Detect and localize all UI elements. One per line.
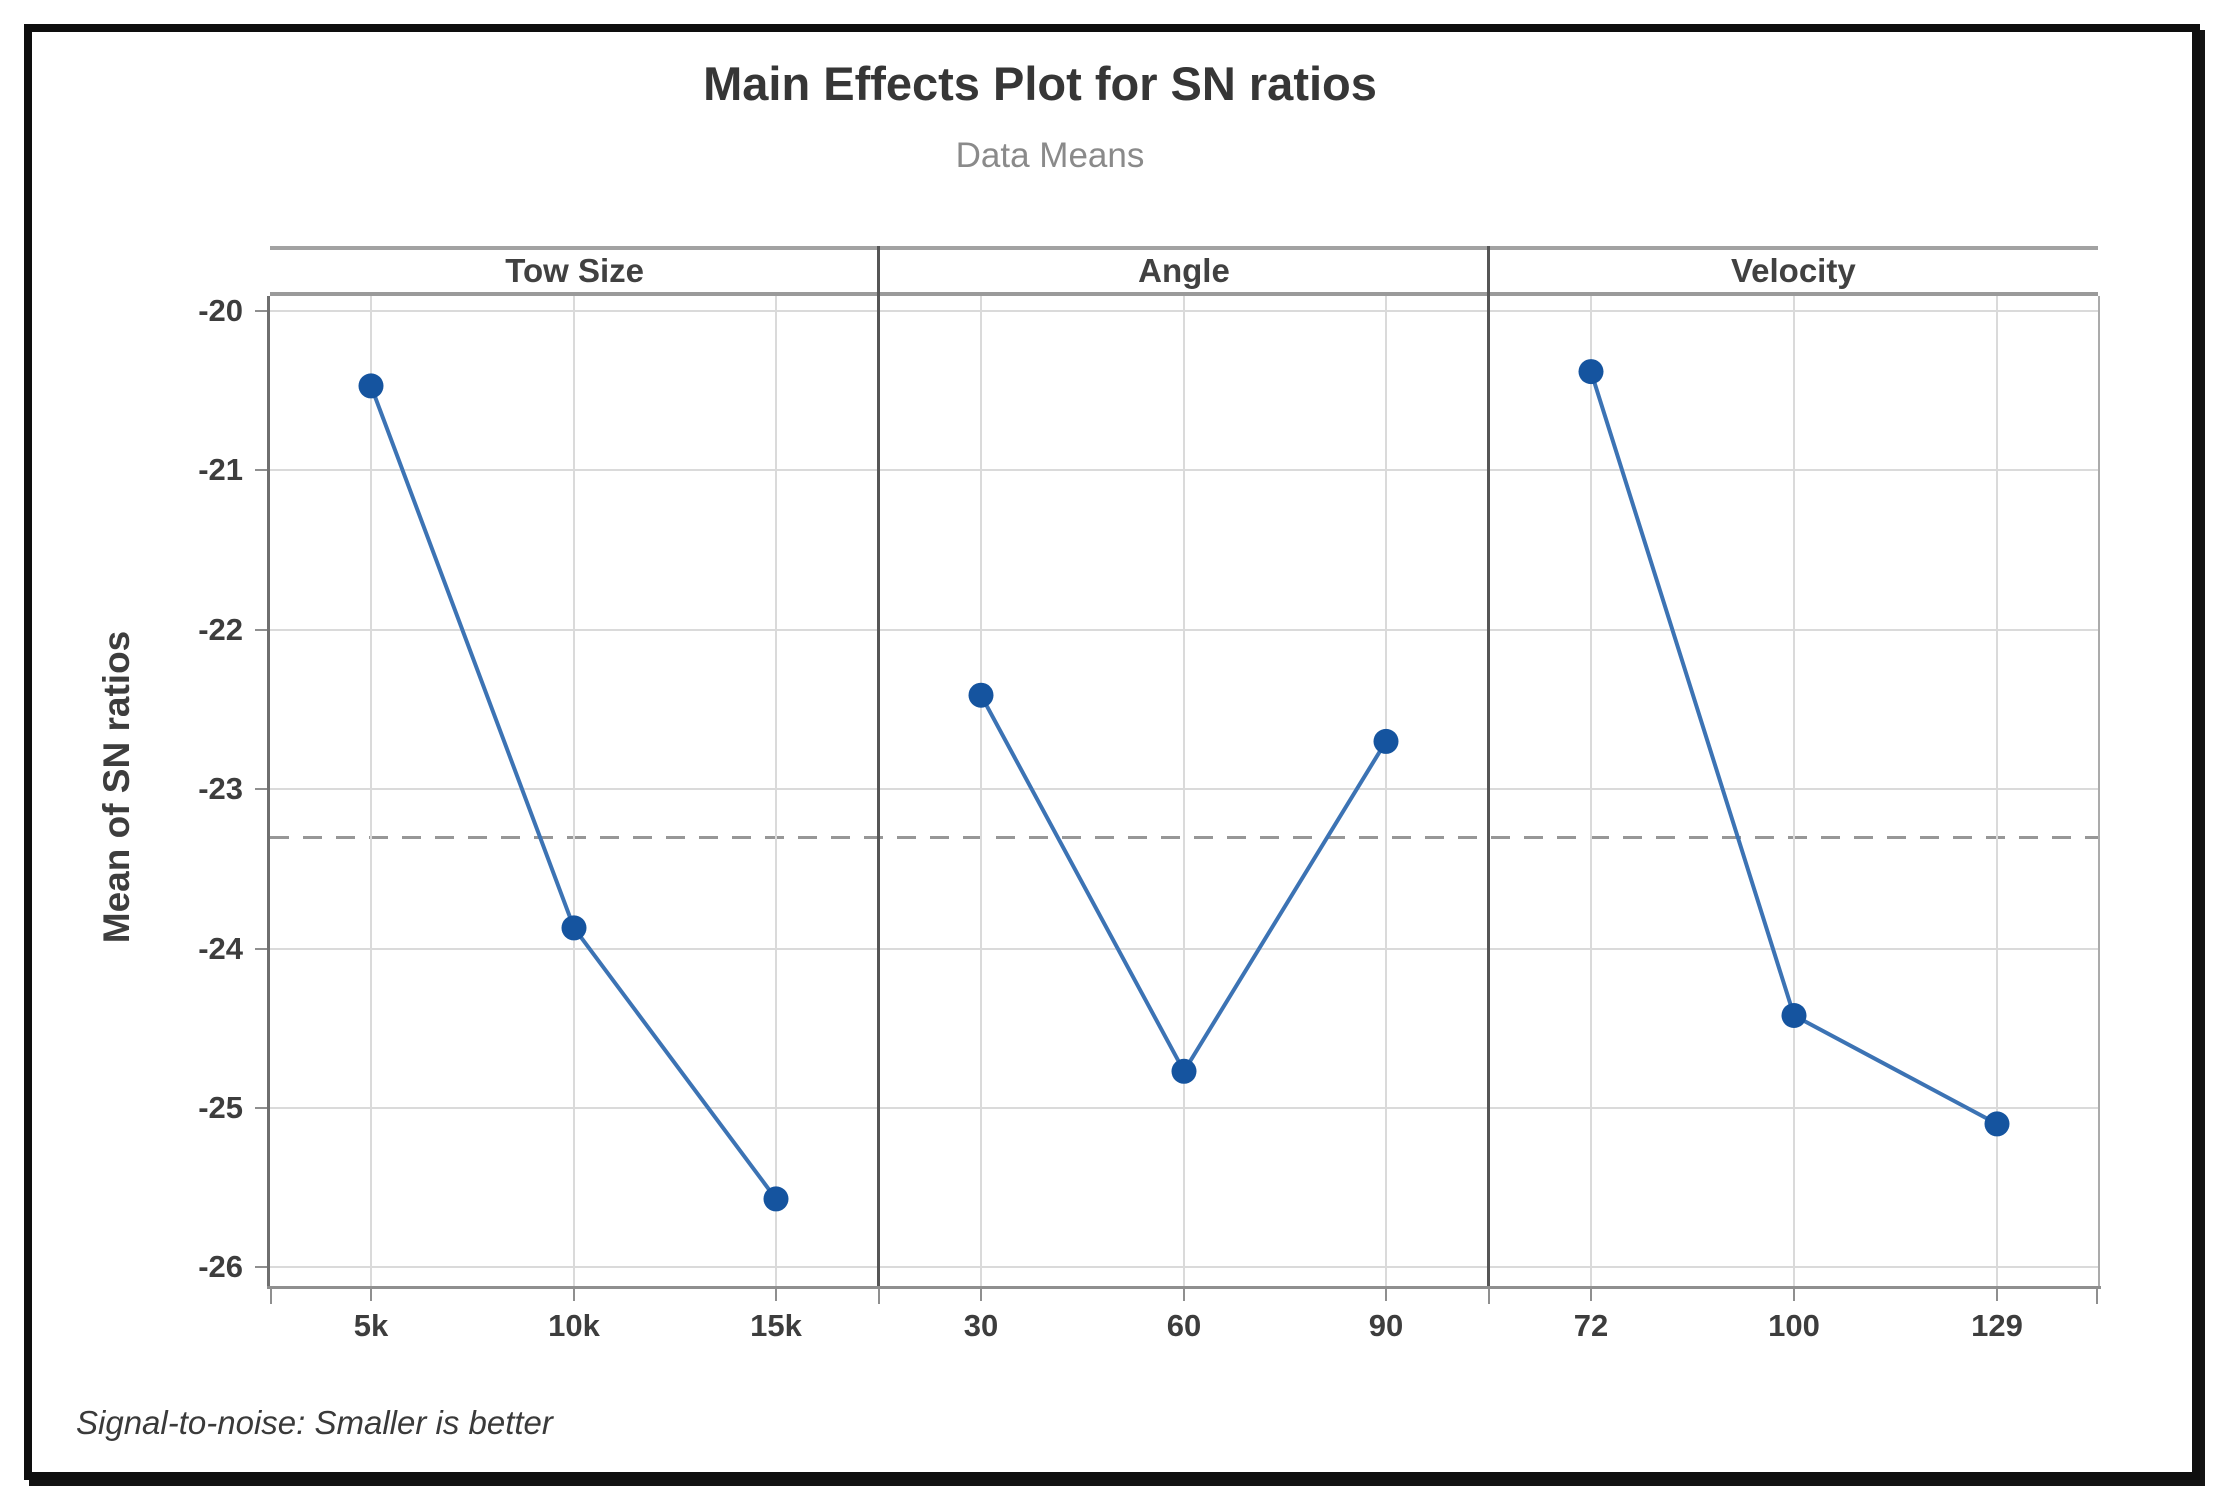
data-point — [1578, 359, 1604, 385]
x-tick-mark — [370, 1289, 372, 1301]
gridline-v — [1793, 296, 1795, 1286]
footnote: Signal-to-noise: Smaller is better — [76, 1404, 553, 1441]
data-point — [1984, 1111, 2010, 1137]
y-tick-label: -25 — [198, 1090, 243, 1125]
data-point — [561, 915, 587, 941]
data-point — [763, 1186, 789, 1212]
x-tick-label: 15k — [750, 1308, 802, 1343]
x-tick-label: 90 — [1368, 1308, 1404, 1343]
x-tick-mark — [980, 1289, 982, 1301]
gridline-v — [980, 296, 982, 1286]
x-tick-mark — [1385, 1289, 1387, 1301]
x-tick-label: 129 — [1971, 1308, 2023, 1343]
panel-divider — [1487, 246, 1490, 1286]
y-tick-label: -21 — [198, 452, 243, 488]
gridline-v — [573, 296, 575, 1286]
series-line — [979, 694, 1388, 1076]
y-tick-mark — [255, 1266, 267, 1269]
x-axis-tick-labels: 5k 10k 15k 30 60 90 72 100 129 — [270, 1308, 2098, 1358]
data-point — [358, 373, 384, 399]
data-point — [968, 682, 994, 708]
x-tick-label: 10k — [548, 1308, 600, 1343]
gridline-v — [1590, 296, 1592, 1286]
chart-subtitle: Data Means — [955, 136, 1145, 175]
y-tick-label: -23 — [198, 771, 243, 807]
plot-body — [270, 296, 2098, 1286]
y-tick-mark — [255, 469, 267, 472]
gridline-v — [1996, 296, 1998, 1286]
chart-title: Main Effects Plot for SN ratios — [703, 57, 1377, 110]
series-plot — [968, 682, 1399, 1084]
x-tick-mark — [775, 1289, 777, 1301]
x-tick-label: 5k — [353, 1308, 389, 1343]
x-tick-mark — [1590, 1289, 1592, 1301]
panel-divider — [877, 246, 880, 1286]
y-axis-tick-labels: -20 -21 -22 -23 -24 -25 -26 — [85, 293, 243, 1286]
x-tick-mark — [1793, 1289, 1795, 1301]
y-tick-mark — [255, 788, 267, 791]
y-tick-mark — [255, 947, 267, 950]
panel — [1490, 296, 2098, 1286]
x-axis-edge-tick — [878, 1289, 880, 1304]
panel — [270, 296, 877, 1286]
x-tick-label: 100 — [1768, 1308, 1820, 1343]
gridline-v — [1183, 296, 1185, 1286]
plot-area: Tow Size Angle Velocity — [267, 246, 2101, 1289]
y-tick-label: -20 — [198, 293, 243, 328]
y-axis-tick-marks — [255, 296, 267, 1286]
x-tick-mark — [573, 1289, 575, 1301]
panel-header: Tow Size — [505, 252, 645, 289]
x-tick-label: 72 — [1573, 1308, 1609, 1343]
x-tick-mark — [1183, 1289, 1185, 1301]
panel-header: Velocity — [1730, 252, 1856, 289]
series-plot — [358, 373, 789, 1212]
y-tick-label: -24 — [198, 930, 243, 966]
y-axis-line — [267, 296, 270, 1289]
data-point — [1171, 1058, 1197, 1084]
data-point — [1373, 728, 1399, 754]
data-point — [1781, 1003, 1807, 1028]
y-tick-label: -22 — [198, 611, 243, 647]
x-tick-label: 30 — [963, 1308, 999, 1343]
x-axis-edge-tick — [270, 1289, 272, 1304]
gridline-v — [370, 296, 372, 1286]
x-tick-label: 60 — [1166, 1308, 1202, 1343]
y-tick-label: -26 — [198, 1249, 243, 1285]
plot-right-border — [2098, 296, 2100, 1286]
series-line — [369, 385, 778, 1201]
y-tick-mark — [255, 1107, 267, 1109]
panel-header: Angle — [1138, 252, 1230, 289]
x-tick-mark — [1996, 1289, 1998, 1301]
gridline-v — [775, 296, 777, 1286]
y-tick-mark — [255, 310, 267, 312]
x-axis-edge-tick — [2096, 1289, 2098, 1304]
gridline-v — [1385, 296, 1387, 1286]
panel-header-row: Tow Size Angle Velocity — [270, 246, 2098, 296]
panel — [880, 296, 1487, 1286]
x-axis-tick-marks — [270, 1289, 2098, 1307]
x-axis-edge-tick — [1488, 1289, 1490, 1304]
y-tick-mark — [255, 628, 267, 631]
x-axis-line — [267, 1286, 2101, 1289]
series-plot — [1578, 359, 2010, 1137]
